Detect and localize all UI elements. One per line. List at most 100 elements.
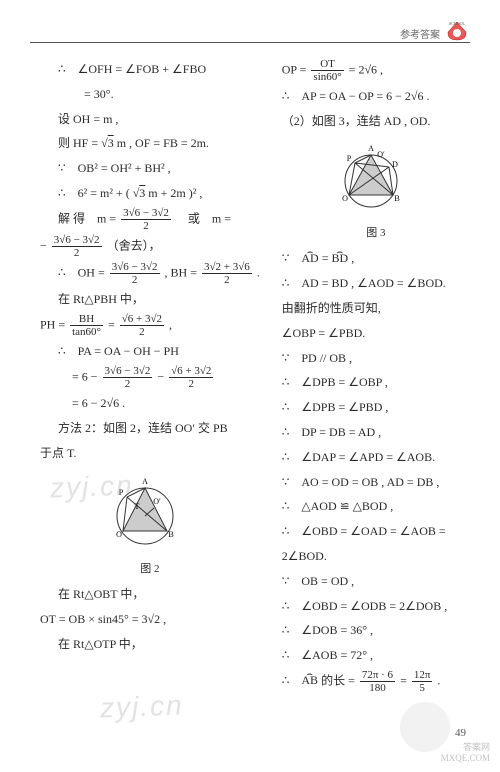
text: 解 得 m = xyxy=(58,211,119,225)
math-line: ∴ ∠DOB = 36° , xyxy=(282,619,470,642)
math-line: 于点 T. xyxy=(40,442,260,465)
svg-text:B: B xyxy=(168,530,173,539)
math-line: ∴ PA = OA − OH − PH xyxy=(40,340,260,363)
text: （舍去）， xyxy=(107,238,161,252)
fraction: 12π5 xyxy=(412,669,433,694)
text: , xyxy=(169,317,172,331)
text: . xyxy=(437,673,440,687)
fraction: √6 + 3√22 xyxy=(169,365,213,390)
math-line: ∠OBP = ∠PBD. xyxy=(282,322,470,345)
math-line: ∵ PD // OB , xyxy=(282,347,470,370)
text: ∴ 6² = m² + ( xyxy=(58,186,133,200)
text: . xyxy=(257,266,260,280)
fraction: 3√6 − 3√22 xyxy=(110,261,160,286)
math-line: 由翻折的性质可知, xyxy=(282,297,470,320)
math-line: ∴ ∠OFH = ∠FOB + ∠FBO xyxy=(40,58,260,81)
fraction: 3√6 − 3√22 xyxy=(121,207,171,232)
svg-text:T: T xyxy=(134,502,139,511)
math-line: ∴ ∠OBD = ∠ODB = 2∠DOB , xyxy=(282,595,470,618)
math-line: ∴ OH = 3√6 − 3√22 , BH = 3√2 + 3√62 . xyxy=(40,261,260,286)
svg-text:O: O xyxy=(116,530,122,539)
svg-text:A: A xyxy=(368,144,374,153)
header-label: 参考答案 xyxy=(400,26,440,45)
text: 则 HF = xyxy=(58,136,101,150)
math-line: ∵ OB = OD , xyxy=(282,570,470,593)
arc: BD xyxy=(332,251,349,265)
fraction: BHtan60° xyxy=(70,313,103,338)
fraction: √6 + 3√22 xyxy=(120,313,164,338)
text: ∴ xyxy=(282,673,302,687)
text: = xyxy=(108,317,118,331)
content-columns: ∴ ∠OFH = ∠FOB + ∠FBO = 30°. 设 OH = m , 则… xyxy=(40,58,470,696)
math-line: ∴ ∠OBD = ∠OAD = ∠AOB = xyxy=(282,520,470,543)
brand-name: 答案网 xyxy=(441,742,490,753)
math-line: 则 HF = √3 m , OF = FB = 2m. xyxy=(40,132,260,155)
math-line: ∵ AO = OD = OB , AD = DB , xyxy=(282,471,470,494)
text: m , OF = FB = 2m. xyxy=(114,136,209,150)
text: = xyxy=(319,251,332,265)
math-line: ∴ ∠DAP = ∠APD = ∠AOB. xyxy=(282,446,470,469)
svg-text:O′: O′ xyxy=(377,150,385,159)
svg-text:O: O xyxy=(342,194,348,203)
text: − xyxy=(40,238,47,252)
fraction: 72π · 6180 xyxy=(360,669,395,694)
figure-3: A P O′ D O B xyxy=(282,139,470,221)
text: 的长 = xyxy=(318,673,358,687)
figure-2-label: 图 2 xyxy=(40,559,260,580)
school-logo-icon: SCHOOL xyxy=(444,18,470,44)
brand-site: MXQE.COM xyxy=(441,753,490,764)
figure-2: A P T O′ O B xyxy=(40,471,260,557)
fraction: OTsin60° xyxy=(311,58,343,83)
svg-text:D: D xyxy=(392,160,398,169)
math-line: ∵ AD = BD , xyxy=(282,247,470,270)
text: , xyxy=(348,251,354,265)
svg-text:P: P xyxy=(119,488,124,497)
text: m + 2m )² , xyxy=(145,186,202,200)
math-line: ∵ OB² = OH² + BH² , xyxy=(40,157,260,180)
page-number: 49 xyxy=(455,723,466,744)
fraction: 3√2 + 3√62 xyxy=(202,261,252,286)
fraction: 3√6 − 3√22 xyxy=(103,365,153,390)
right-column: OP = OTsin60° = 2√6 , ∴ AP = OA − OP = 6… xyxy=(280,58,470,696)
math-line: 设 OH = m , xyxy=(40,108,260,131)
text: ∴ OH = xyxy=(58,266,108,280)
arc: AB xyxy=(301,673,318,687)
text: = 2√6 , xyxy=(349,62,383,76)
math-line: 解 得 m = 3√6 − 3√22 或 m = xyxy=(40,207,260,232)
math-line: 在 Rt△OTP 中， xyxy=(40,633,260,656)
math-line: = 30°. xyxy=(40,83,260,106)
math-line: ∴ AP = OA − OP = 6 − 2√6 . xyxy=(282,85,470,108)
arc: AD xyxy=(301,251,318,265)
math-line: − 3√6 − 3√22 （舍去）， xyxy=(40,234,260,259)
figure-3-label: 图 3 xyxy=(282,223,470,244)
math-line: ∴ 6² = m² + ( √3 m + 2m )² , xyxy=(40,182,260,205)
math-line: ∴ DP = DB = AD , xyxy=(282,421,470,444)
math-line: ∴ AB 的长 = 72π · 6180 = 12π5 . xyxy=(282,669,470,694)
math-line: ∴ AD = BD , ∠AOD = ∠BOD. xyxy=(282,272,470,295)
text: ∵ xyxy=(282,251,302,265)
svg-text:P: P xyxy=(347,154,352,163)
math-line: 在 Rt△PBH 中， xyxy=(40,288,260,311)
brand-label: 答案网 MXQE.COM xyxy=(441,742,490,764)
svg-text:SCHOOL: SCHOOL xyxy=(449,21,466,26)
text: OP = xyxy=(282,62,310,76)
math-line: 在 Rt△OBT 中， xyxy=(40,583,260,606)
math-line: ∴ ∠AOB = 72° , xyxy=(282,644,470,667)
math-line: = 6 − 2√6 . xyxy=(40,392,260,415)
svg-text:A: A xyxy=(142,477,148,486)
math-line: ∴ ∠DPB = ∠OBP , xyxy=(282,371,470,394)
text: = 6 − xyxy=(72,369,101,383)
math-line: OT = OB × sin45° = 3√2 , xyxy=(40,608,260,631)
text: − xyxy=(157,369,167,383)
fraction: 3√6 − 3√22 xyxy=(52,234,102,259)
math-line: 2∠BOD. xyxy=(282,545,470,568)
text: = xyxy=(400,673,410,687)
math-line: = 6 − 3√6 − 3√22 − √6 + 3√22 xyxy=(40,365,260,390)
svg-text:O′: O′ xyxy=(153,497,161,506)
text: 或 m = xyxy=(176,211,231,225)
math-line: （2）如图 3，连结 AD , OD. xyxy=(282,110,470,133)
math-line: ∴ △AOD ≌ △BOD , xyxy=(282,495,470,518)
svg-text:B: B xyxy=(394,194,399,203)
math-line: PH = BHtan60° = √6 + 3√22 , xyxy=(40,313,260,338)
math-line: 方法 2：如图 2，连结 OO′ 交 PB xyxy=(40,417,260,440)
